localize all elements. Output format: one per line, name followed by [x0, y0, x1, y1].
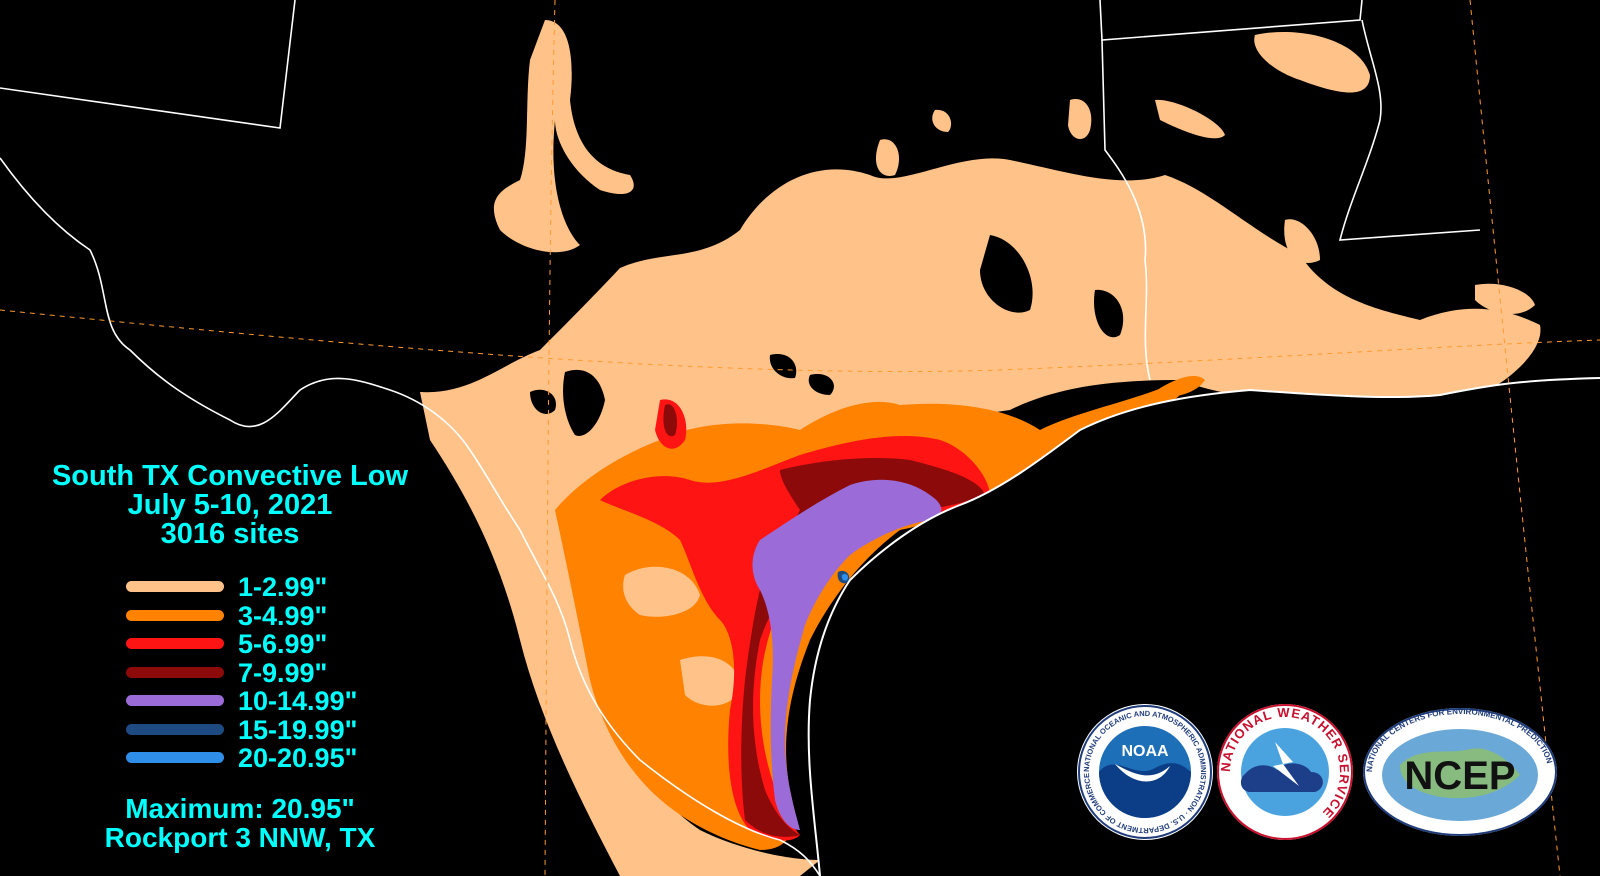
legend-label: 10-14.99": [238, 686, 358, 716]
maximum-value: Maximum: 20.95": [125, 793, 355, 824]
dry-areas: [530, 235, 1124, 436]
light-patch: [623, 566, 700, 617]
event-name: South TX Convective Low: [51, 460, 409, 492]
legend-swatch: [126, 609, 224, 621]
legend-label: 20-20.95": [238, 743, 358, 773]
rainfall-zone-10-14.99: [752, 479, 942, 830]
legend-label: 7-9.99": [238, 657, 328, 688]
svg-text:NOAA: NOAA: [1121, 743, 1169, 760]
legend-swatch: [126, 695, 224, 706]
legend-label: 3-4.99": [238, 600, 328, 631]
legend-swatch: [126, 752, 224, 763]
legend-swatch: [126, 666, 224, 678]
legend-label: 15-19.99": [238, 714, 358, 745]
site-count: 3016 sites: [160, 518, 300, 550]
rainfall-zone-20-20.95: [841, 573, 849, 581]
maximum-info: Maximum: 20.95" Rockport 3 NNW, TX: [0, 794, 480, 852]
legend-swatch: [126, 638, 224, 649]
maximum-location: Rockport 3 NNW, TX: [104, 822, 376, 853]
rainfall-zone-1-2.99: [420, 20, 1541, 876]
legend-label: 5-6.99": [238, 629, 328, 659]
legend-swatch: [126, 581, 224, 592]
legend-label: 1-2.99": [238, 572, 328, 602]
coastline: [807, 377, 1600, 876]
svg-text:NCEP: NCEP: [1404, 754, 1515, 798]
light-patch-2: [680, 656, 740, 706]
map-title: South TX Convective Low July 5-10, 2021 …: [0, 462, 460, 549]
nws-logo: NATIONAL WEATHER SERVICE: [1217, 704, 1353, 840]
legend-swatch: [126, 723, 224, 735]
state-borders: [0, 0, 1481, 876]
event-dates: July 5-10, 2021: [127, 489, 333, 521]
noaa-logo: NATIONAL OCEANIC AND ATMOSPHERIC ADMINIS…: [1077, 704, 1213, 840]
ncep-logo: NATIONAL CENTERS FOR ENVIRONMENTAL PREDI…: [1363, 707, 1557, 836]
